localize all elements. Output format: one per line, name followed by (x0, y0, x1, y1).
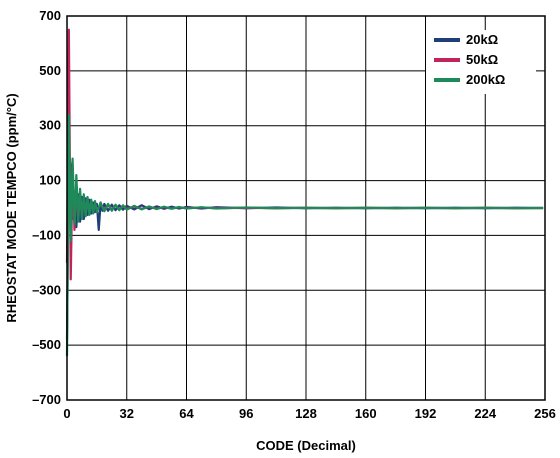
x-tick-label: 96 (239, 406, 253, 421)
y-tick-label: –300 (32, 282, 61, 297)
legend-label: 200kΩ (466, 72, 505, 87)
legend: 20kΩ 50kΩ 200kΩ (426, 30, 536, 94)
y-tick-labels: 700 500 300 100 –100 –300 –500 –700 (32, 8, 61, 407)
x-axis-title: CODE (Decimal) (256, 438, 356, 453)
x-tick-label: 32 (120, 406, 134, 421)
x-tick-label: 64 (179, 406, 194, 421)
x-tick-label: 256 (534, 406, 556, 421)
x-tick-label: 0 (63, 406, 70, 421)
y-tick-label: 300 (39, 118, 61, 133)
y-tick-label: 500 (39, 63, 61, 78)
x-tick-label: 160 (355, 406, 377, 421)
y-tick-label: –100 (32, 227, 61, 242)
y-axis-title: RHEOSTAT MODE TEMPCO (ppm/°C) (4, 93, 19, 322)
y-tick-label: –500 (32, 337, 61, 352)
series-line-0 (65, 152, 544, 340)
x-tick-label: 224 (474, 406, 496, 421)
y-tick-label: –700 (32, 392, 61, 407)
plot-frame (66, 15, 546, 401)
legend-label: 20kΩ (466, 32, 498, 47)
series-line-2 (65, 113, 544, 357)
y-tick-label: 100 (39, 173, 61, 188)
series-lines (65, 28, 544, 357)
x-tick-label: 192 (415, 406, 437, 421)
y-tick-label: 700 (39, 8, 61, 23)
legend-label: 50kΩ (466, 52, 498, 67)
x-tick-label: 128 (295, 406, 317, 421)
x-tick-labels: 0 32 64 96 128 160 192 224 256 (63, 406, 555, 421)
